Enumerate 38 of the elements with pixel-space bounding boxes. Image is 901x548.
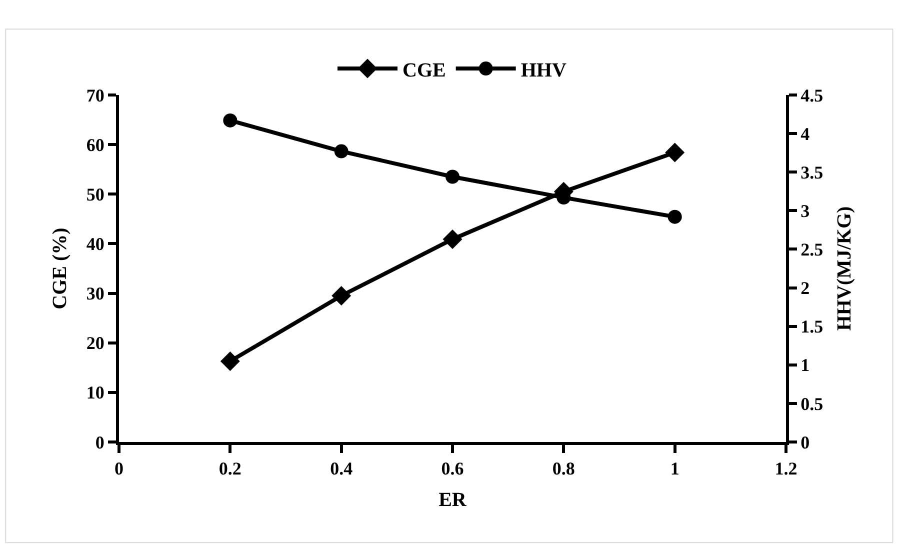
y2-tick-label: 2 bbox=[800, 278, 810, 298]
y-tick-label: 30 bbox=[86, 284, 104, 304]
legend-label: HHV bbox=[520, 59, 567, 82]
y2-tick-label: 0 bbox=[800, 432, 810, 452]
y2-tick-label: 4 bbox=[800, 124, 810, 144]
point bbox=[442, 230, 462, 249]
y2-tick-label: 3 bbox=[800, 200, 810, 221]
point bbox=[668, 210, 682, 224]
y-tick-label: 10 bbox=[86, 382, 104, 403]
y2-tick-label: 0.5 bbox=[800, 394, 824, 414]
point bbox=[665, 142, 685, 162]
y2-axis-title: HHV(MJ/KG) bbox=[834, 206, 856, 331]
point bbox=[334, 144, 348, 158]
y-tick-label: 60 bbox=[86, 134, 104, 155]
y-axis-title: CGE (%) bbox=[48, 228, 71, 310]
x-tick-label: 1.2 bbox=[774, 458, 798, 479]
x-tick-label: 0.2 bbox=[218, 458, 242, 479]
y-tick-label: 40 bbox=[86, 234, 104, 254]
point bbox=[332, 286, 352, 306]
y2-tick-label: 2.5 bbox=[800, 240, 824, 260]
point bbox=[446, 170, 460, 184]
x-tick-label: 0.4 bbox=[330, 458, 353, 479]
legend-label: CGE bbox=[402, 59, 446, 82]
y-tick-label: 20 bbox=[86, 333, 104, 354]
y-tick-label: 50 bbox=[86, 184, 104, 204]
y2-tick-label: 1 bbox=[800, 355, 810, 376]
x-axis-title: ER bbox=[438, 489, 467, 512]
y2-tick-label: 1.5 bbox=[800, 316, 824, 337]
x-tick-label: 0.8 bbox=[552, 458, 575, 479]
y2-tick-label: 3.5 bbox=[800, 162, 824, 182]
y-tick-label: 0 bbox=[95, 432, 104, 452]
point bbox=[220, 351, 240, 371]
x-tick-label: 0.6 bbox=[441, 458, 464, 479]
x-tick-label: 0 bbox=[114, 458, 124, 479]
x-tick-label: 1 bbox=[670, 458, 680, 479]
y-tick-label: 70 bbox=[86, 85, 104, 106]
y2-tick-label: 4.5 bbox=[800, 85, 824, 106]
point bbox=[223, 113, 238, 128]
